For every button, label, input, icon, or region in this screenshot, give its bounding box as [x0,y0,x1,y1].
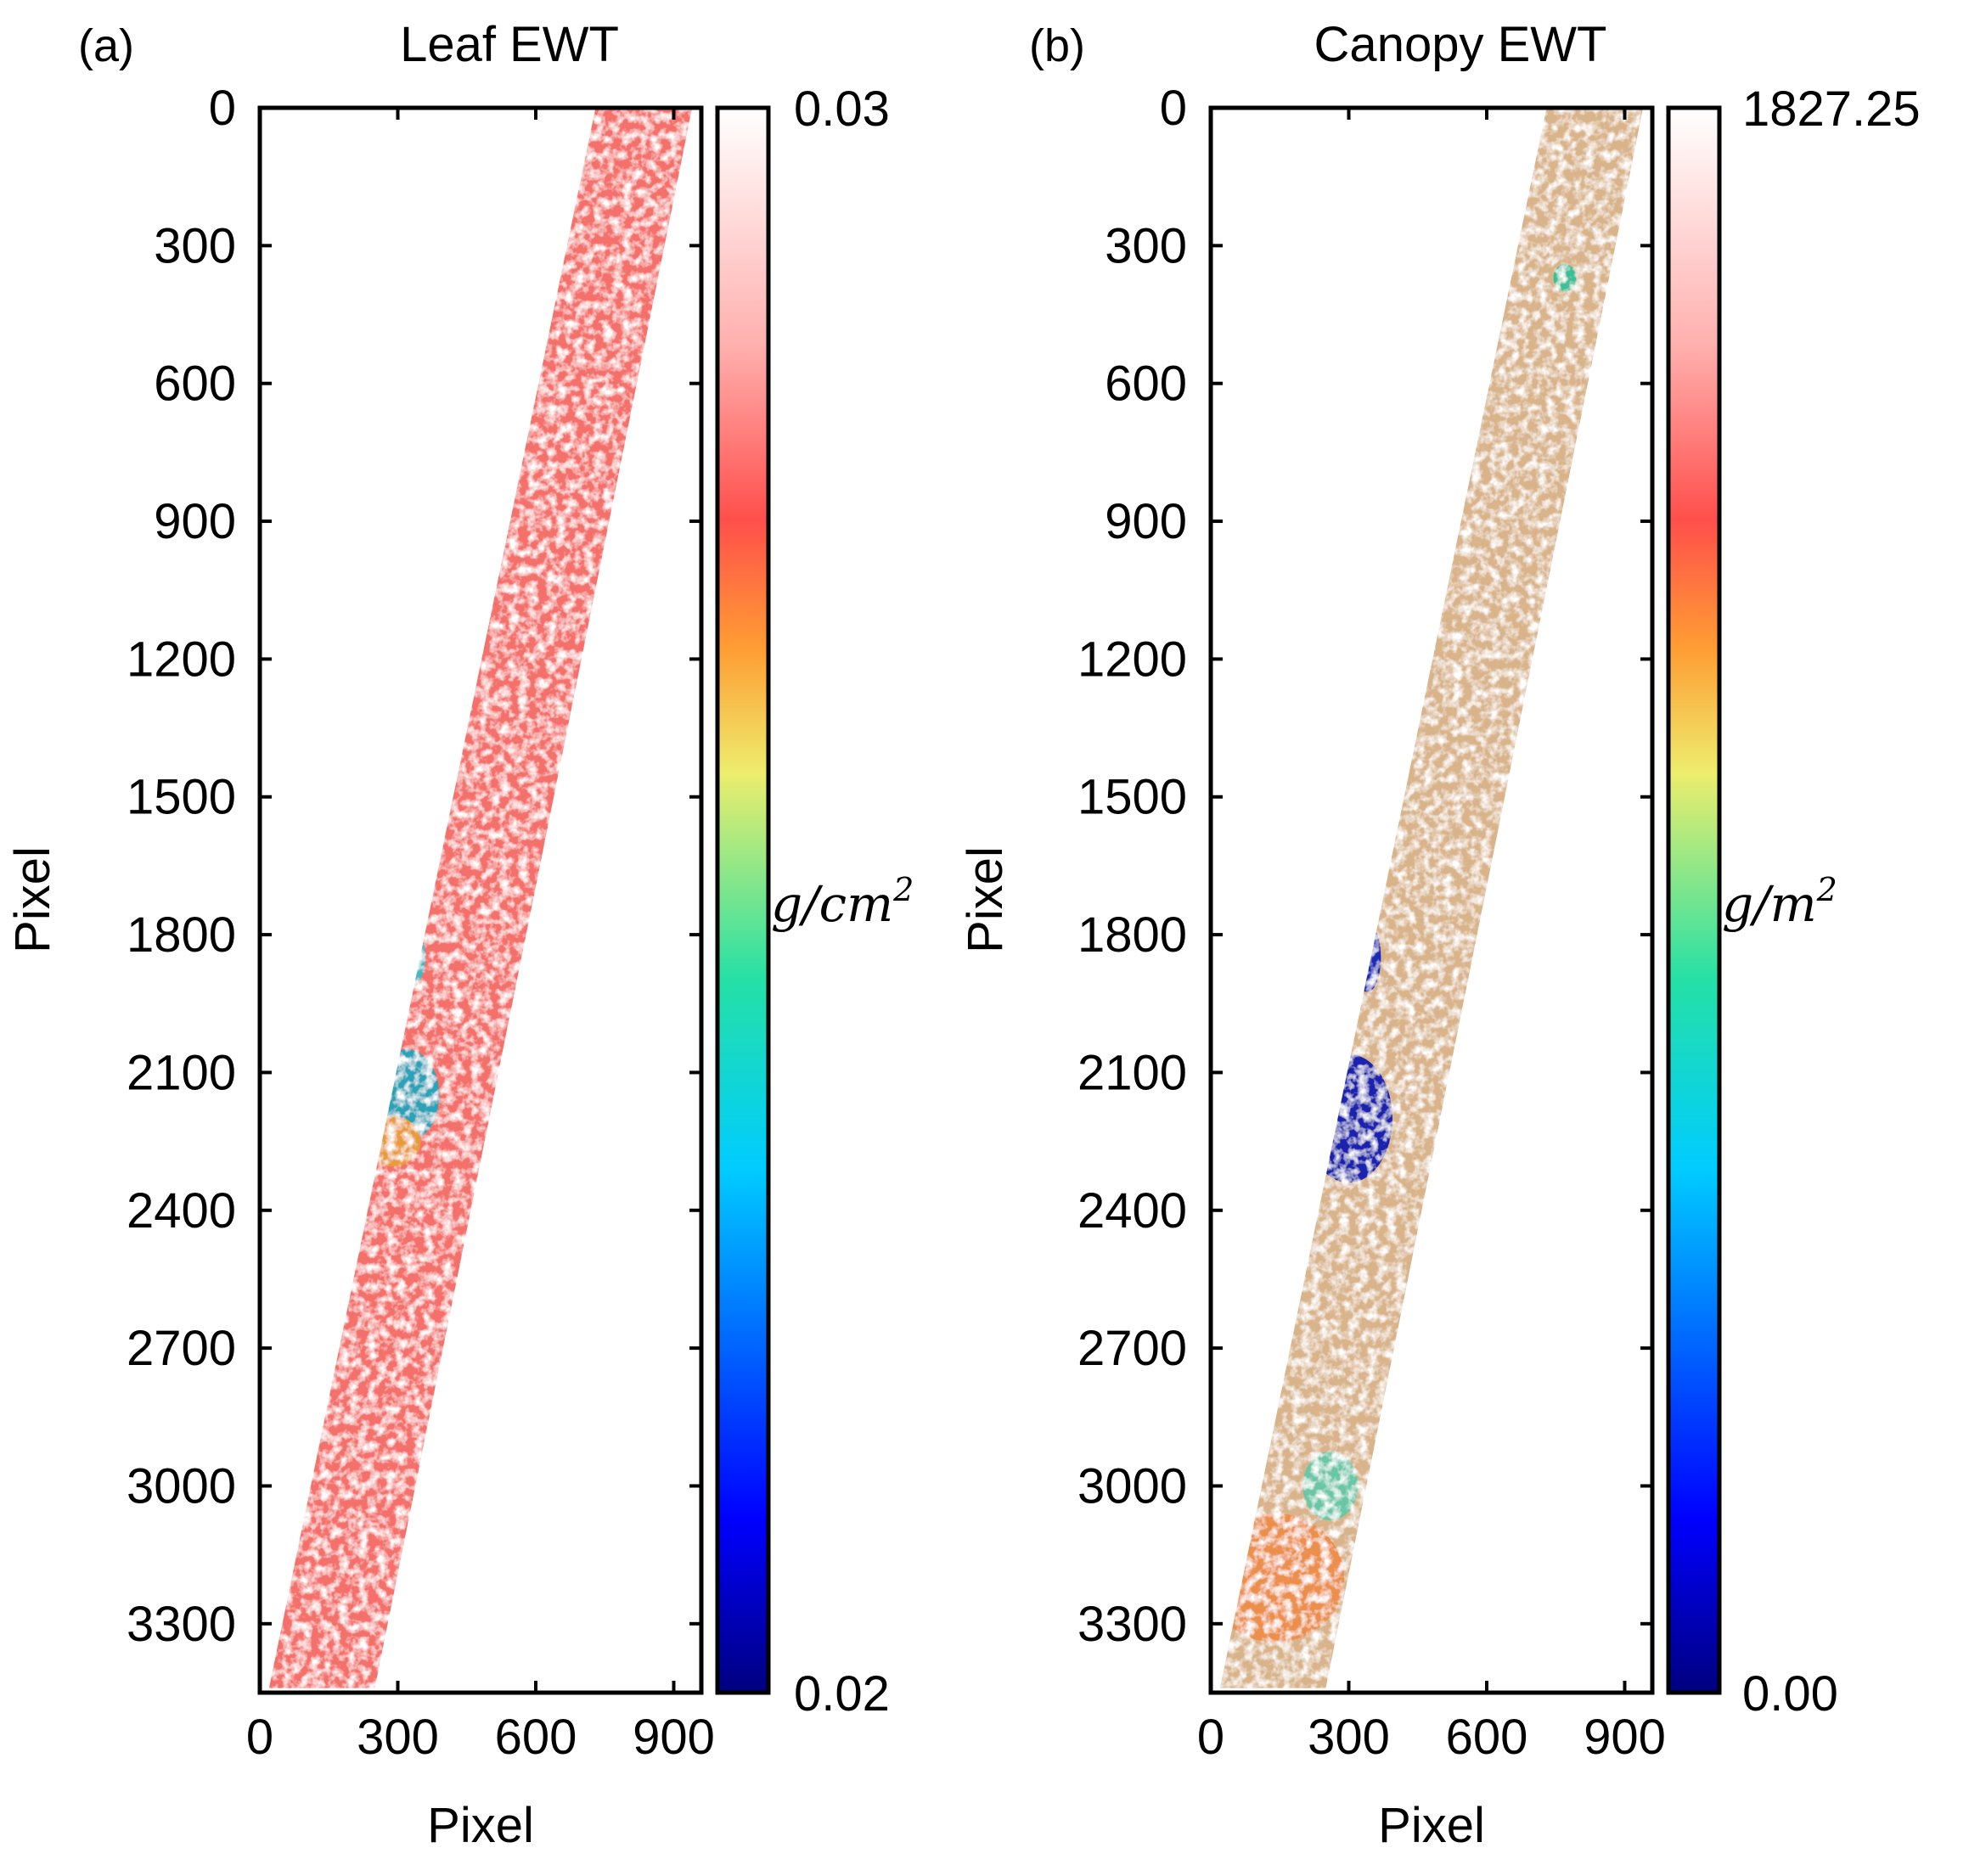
x-tick-label: 300 [1308,1710,1390,1765]
colorbar-gradient [1666,105,1722,1695]
y-tick-label: 1500 [127,770,236,825]
y-tick-label: 1500 [1077,770,1187,825]
x-axis-label: Pixel [427,1798,534,1853]
y-tick-label: 300 [1105,218,1187,273]
axes-frame [257,105,704,1695]
y-tick-label: 2700 [1077,1321,1187,1376]
y-tick-label: 3300 [127,1597,236,1652]
colorbar-max-label: 0.03 [794,81,890,137]
unit-exponent: 2 [1816,871,1837,908]
y-tick-label: 1800 [1077,907,1187,963]
y-tick-label: 900 [154,494,236,549]
y-tick-label: 1200 [127,632,236,687]
panel-label: (b) [1029,20,1085,71]
y-tick-label: 2100 [127,1045,236,1100]
value-patch [1553,263,1577,292]
x-tick-label: 300 [357,1710,439,1765]
colorbar-min-label: 0.02 [794,1666,890,1722]
unit-exponent: 2 [892,871,914,908]
x-axis-label: Pixel [1378,1798,1485,1853]
y-tick-label: 3000 [127,1458,236,1514]
x-tick-label: 0 [246,1710,273,1765]
chart-title: Leaf EWT [400,17,619,72]
axis-ticks: 0300600900120015001800210024002700300033… [1077,81,1666,1765]
axes-frame [1208,105,1655,1695]
y-tick-label: 900 [1105,494,1187,549]
y-tick-label: 0 [1160,81,1187,136]
colorbar: 1827.25 0.00 g/m2 [1666,81,1921,1722]
y-tick-label: 1200 [1077,632,1187,687]
x-tick-label: 900 [633,1710,715,1765]
y-tick-label: 300 [154,218,236,273]
plot-area: 0300600900120015001800210024002700300033… [127,81,715,1765]
x-tick-label: 0 [1197,1710,1224,1765]
y-tick-label: 1800 [127,907,236,963]
y-tick-label: 600 [154,357,236,412]
x-tick-label: 600 [495,1710,577,1765]
colorbar-max-label: 1827.25 [1742,81,1921,137]
y-tick-label: 600 [1105,357,1187,412]
unit-base: g/m [1722,875,1817,933]
colorbar-unit-label: g/cm2 [771,871,914,933]
panel-canopy-ewt: (b) Canopy EWT 0 300 600 900 1200 1500 1800 210… [958,17,1921,1853]
y-axis-label: Pixel [5,846,60,953]
y-tick-label: 2400 [1077,1183,1187,1238]
colorbar-gradient [715,105,771,1695]
axis-ticks: 0300600900120015001800210024002700300033… [127,81,715,1765]
y-tick-label: 2400 [127,1183,236,1238]
colorbar-min-label: 0.00 [1742,1666,1838,1722]
y-tick-label: 2700 [127,1321,236,1376]
panel-leaf-ewt: (a) Leaf EWT 0 300 600 900 1200 1500 1800 2100 2… [5,17,914,1853]
x-tick-label: 600 [1446,1710,1528,1765]
y-axis-label: Pixel [958,846,1013,953]
value-patch [1302,1451,1359,1521]
y-tick-label: 0 [209,81,236,136]
y-tick-label: 3000 [1077,1458,1187,1514]
unit-base: g/cm [771,875,893,933]
colorbar: 0.03 0.02 g/cm2 [715,81,914,1722]
x-tick-label: 900 [1584,1710,1666,1765]
y-tick-label: 3300 [1077,1597,1187,1652]
y-tick-label: 2100 [1077,1045,1187,1100]
panel-label: (a) [78,20,134,71]
plot-area: 0300600900120015001800210024002700300033… [1077,81,1666,1765]
chart-title: Canopy EWT [1314,17,1607,72]
colorbar-unit-label: g/m2 [1722,871,1837,933]
